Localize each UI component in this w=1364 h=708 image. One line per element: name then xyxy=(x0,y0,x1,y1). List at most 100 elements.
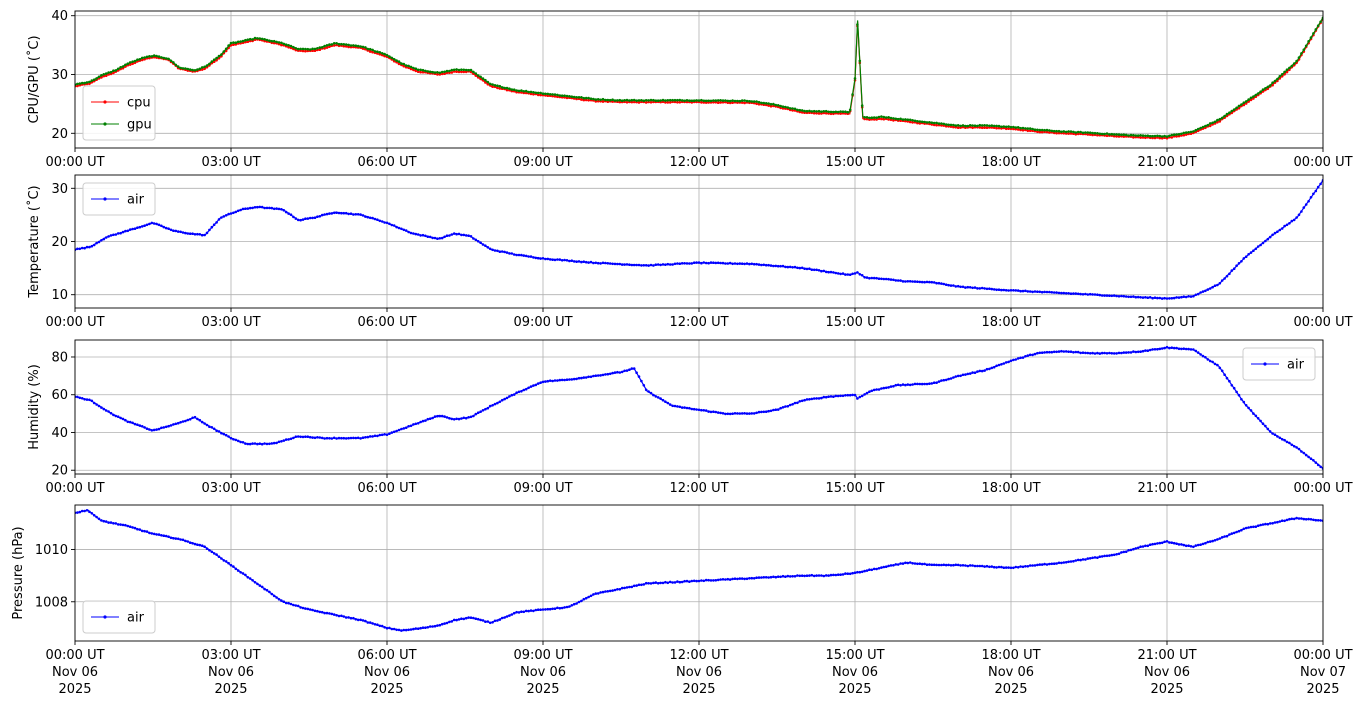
data-point xyxy=(311,608,314,612)
data-point xyxy=(601,97,605,101)
data-point xyxy=(565,605,569,609)
x-tick-date: Nov 06 xyxy=(988,665,1034,680)
data-point xyxy=(121,230,125,234)
data-point xyxy=(767,104,770,107)
data-point xyxy=(162,225,166,229)
data-point xyxy=(176,421,180,425)
data-point xyxy=(1213,362,1217,366)
data-point xyxy=(467,616,470,619)
data-point xyxy=(1314,518,1318,522)
data-point xyxy=(865,116,869,119)
data-point xyxy=(623,586,626,590)
data-point xyxy=(1232,108,1236,111)
data-point xyxy=(275,441,278,445)
data-point xyxy=(1196,292,1200,296)
x-tick-date: Nov 06 xyxy=(52,665,98,680)
data-point xyxy=(114,414,118,418)
data-point xyxy=(251,206,254,210)
data-point xyxy=(649,98,653,102)
data-point xyxy=(1309,518,1313,521)
data-point xyxy=(1206,288,1210,291)
data-point xyxy=(102,237,106,241)
data-point xyxy=(176,537,180,541)
data-point xyxy=(534,383,538,387)
data-point xyxy=(599,374,602,377)
data-point xyxy=(678,98,682,102)
data-point xyxy=(884,386,888,390)
data-point xyxy=(109,521,113,524)
data-point xyxy=(277,440,281,444)
data-point xyxy=(119,231,122,235)
data-point xyxy=(834,271,838,275)
data-point xyxy=(469,415,473,419)
x-tick-year: 2025 xyxy=(682,682,715,697)
data-point xyxy=(1153,296,1157,300)
data-point xyxy=(424,419,427,422)
data-point xyxy=(498,618,502,621)
data-point xyxy=(1081,293,1085,296)
data-point xyxy=(1242,400,1246,404)
data-point xyxy=(1105,134,1109,138)
data-point xyxy=(1122,351,1126,354)
data-point xyxy=(1009,125,1013,129)
data-point xyxy=(997,363,1001,367)
data-point xyxy=(1112,352,1116,355)
data-point xyxy=(450,417,454,421)
data-point xyxy=(349,436,353,440)
data-point xyxy=(109,411,113,415)
data-point xyxy=(1295,446,1298,449)
data-point xyxy=(486,620,490,623)
data-point xyxy=(724,99,727,102)
data-point xyxy=(143,224,146,227)
data-point xyxy=(289,602,293,606)
data-point xyxy=(464,70,468,74)
data-point xyxy=(544,380,547,383)
data-point xyxy=(880,277,883,281)
data-point xyxy=(337,42,341,46)
data-point xyxy=(781,105,785,108)
data-point xyxy=(613,371,617,374)
data-point xyxy=(724,578,727,581)
data-point xyxy=(1194,544,1198,547)
data-point xyxy=(460,68,463,71)
data-point xyxy=(796,574,799,577)
data-point xyxy=(798,266,802,270)
data-point xyxy=(563,378,566,382)
data-point xyxy=(330,437,334,440)
data-point xyxy=(1266,427,1270,431)
data-point xyxy=(428,625,432,628)
data-point xyxy=(376,623,379,626)
data-point xyxy=(263,39,266,43)
data-point xyxy=(272,441,276,445)
data-point xyxy=(755,411,758,415)
data-point xyxy=(1086,351,1090,355)
data-point xyxy=(757,100,761,104)
data-point xyxy=(503,616,506,619)
data-point xyxy=(752,100,756,103)
data-point xyxy=(875,116,878,119)
data-point xyxy=(728,101,732,105)
data-point xyxy=(292,436,295,440)
data-point xyxy=(112,71,115,75)
data-point xyxy=(78,510,82,514)
data-point xyxy=(1146,134,1150,137)
data-point xyxy=(971,124,974,127)
data-point xyxy=(488,404,492,408)
data-point xyxy=(695,408,698,411)
data-point xyxy=(128,63,132,66)
data-point xyxy=(1088,292,1092,296)
data-point xyxy=(599,591,602,594)
data-point xyxy=(1244,255,1248,258)
data-point xyxy=(625,586,629,589)
data-point xyxy=(1122,294,1126,298)
data-point xyxy=(162,534,166,537)
data-point xyxy=(1295,216,1298,219)
data-point xyxy=(1163,134,1166,138)
data-point xyxy=(1194,349,1198,353)
data-point xyxy=(841,110,845,113)
data-point xyxy=(416,70,420,73)
data-point xyxy=(1160,137,1164,140)
data-point xyxy=(443,622,446,625)
data-point xyxy=(793,265,797,269)
data-point xyxy=(844,110,847,113)
